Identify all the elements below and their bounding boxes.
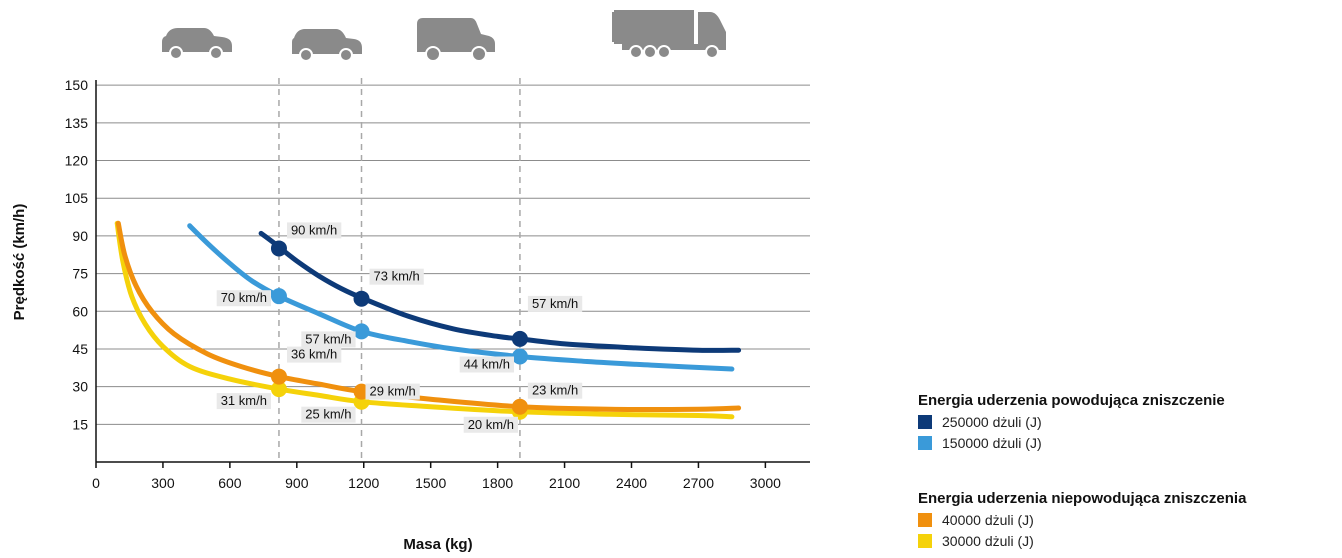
legend-item: 30000 dżuli (J) [918,532,1342,550]
data-label: 31 km/h [216,393,271,410]
data-label: 44 km/h [459,356,514,373]
data-label-text: 36 km/h [291,347,337,362]
legend-group-title: Energia uderzenia powodująca zniszczenie [918,392,1225,409]
data-label: 29 km/h [365,383,420,400]
data-label: 25 km/h [301,406,356,423]
data-point [511,398,528,415]
x-tick-label: 0 [92,475,100,491]
grid [96,84,810,425]
x-axis-label: Masa (kg) [403,536,472,553]
legend-swatch [918,436,932,450]
legend-item: 250000 dżuli (J) [918,413,1342,431]
data-label: 73 km/h [369,268,424,285]
data-point [353,290,370,307]
x-tick-label: 1500 [415,475,446,491]
data-point [511,348,528,365]
y-tick-label: 120 [65,153,89,169]
data-label-text: 90 km/h [291,222,337,237]
legend-item: 40000 dżuli (J) [918,511,1342,529]
legend-swatch [918,534,932,548]
data-label-text: 70 km/h [221,290,267,305]
legend-item-label: 30000 dżuli (J) [942,533,1034,549]
data-point [511,330,528,347]
y-tick-label: 135 [65,115,89,131]
data-label: 70 km/h [216,290,271,307]
y-tick-label: 105 [65,190,89,206]
legend-item-label: 40000 dżuli (J) [942,512,1034,528]
data-label-bg [216,290,271,307]
data-label: 57 km/h [301,331,356,348]
data-label-bg [527,382,583,399]
x-tick-label: 600 [218,475,242,491]
legend-item-label: 250000 dżuli (J) [942,414,1042,430]
data-label-bg [301,406,356,423]
small-car-icon [162,28,232,60]
x-tick-label: 2700 [683,475,714,491]
legend-item-label: 150000 dżuli (J) [942,435,1042,451]
x-tick-label: 3000 [750,475,781,491]
data-label-text: 20 km/h [468,417,514,432]
legend: Energia uderzenia powodująca zniszczenie… [918,392,1342,455]
data-label-bg [287,222,342,239]
data-point [353,323,370,340]
x-tick-label: 300 [151,475,175,491]
y-tick-label: 90 [72,228,88,244]
y-tick-label: 150 [65,77,89,93]
data-point [270,381,287,398]
data-label-text: 57 km/h [305,331,351,346]
x-tick-label: 900 [285,475,309,491]
data-label-bg [459,356,514,373]
data-label-text: 31 km/h [221,393,267,408]
data-label-text: 29 km/h [370,384,416,399]
data-label-bg [216,393,271,410]
data-labels: 90 km/h 73 km/h 57 km/h 70 km/h 57 km/h 44 km… [216,222,583,433]
x-tick-label: 2400 [616,475,647,491]
data-label-text: 73 km/h [374,269,420,284]
data-label: 36 km/h [287,346,342,363]
data-label-bg [365,383,420,400]
series-line [258,230,742,353]
data-label-bg [287,346,342,363]
y-tick-label: 75 [72,266,88,282]
y-tick-label: 60 [72,303,88,319]
data-label-text: 23 km/h [532,383,578,398]
data-label: 20 km/h [463,416,518,433]
legend-group-title: Energia uderzenia niepowodująca zniszcze… [918,490,1247,507]
y-axis-label: Prędkość (km/h) [11,204,28,321]
van-icon [417,18,495,62]
data-label-text: 44 km/h [464,356,510,371]
data-label: 90 km/h [287,222,342,239]
data-label: 57 km/h [527,295,583,312]
data-label-bg [463,416,518,433]
legend-item: 150000 dżuli (J) [918,434,1342,452]
data-point [270,288,287,305]
y-tick-label: 45 [72,341,88,357]
series-line [115,220,742,412]
legend-swatch [918,513,932,527]
x-tick-label: 1800 [482,475,513,491]
data-label-bg [527,295,583,312]
truck-icon [612,10,726,59]
series-line [114,220,735,420]
legend-swatch [918,415,932,429]
data-point [270,368,287,385]
y-tick-label: 15 [72,416,88,432]
legend-group-2: Energia uderzenia niepowodująca zniszcze… [918,490,1342,553]
data-label-text: 25 km/h [305,407,351,422]
data-label: 23 km/h [527,382,583,399]
data-point [270,240,287,257]
data-label-text: 57 km/h [532,296,578,311]
x-tick-label: 2100 [549,475,580,491]
data-label-bg [301,331,356,348]
data-label-bg [369,268,424,285]
x-tick-label: 1200 [348,475,379,491]
series [114,220,742,420]
y-tick-label: 30 [72,379,88,395]
car-icon [292,29,362,62]
vehicle-icons [162,10,726,62]
